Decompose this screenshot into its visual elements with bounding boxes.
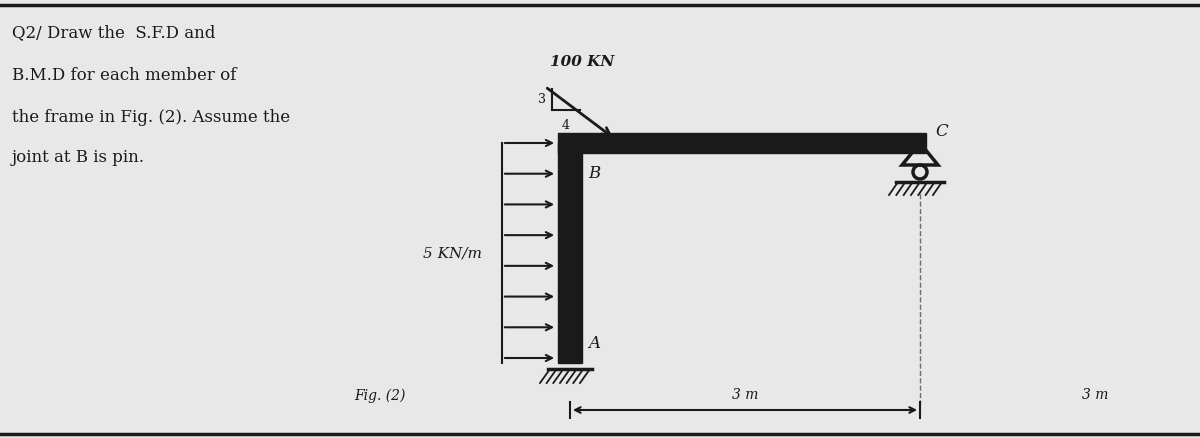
Text: 3 m: 3 m: [1082, 387, 1108, 401]
Text: A: A: [588, 335, 600, 352]
Text: Q2/ Draw the  S.F.D and: Q2/ Draw the S.F.D and: [12, 24, 215, 41]
Text: 100 KN: 100 KN: [550, 55, 614, 69]
Text: joint at B is pin.: joint at B is pin.: [12, 148, 145, 166]
Text: C: C: [935, 123, 948, 140]
Text: Fig. (2): Fig. (2): [354, 388, 406, 402]
Polygon shape: [558, 134, 926, 154]
Text: 3: 3: [538, 93, 546, 106]
Text: 4: 4: [562, 119, 570, 132]
Text: 3 m: 3 m: [732, 387, 758, 401]
Polygon shape: [558, 144, 582, 363]
Text: B.M.D for each member of: B.M.D for each member of: [12, 67, 236, 84]
Text: B: B: [588, 165, 600, 182]
Text: 5 KN/m: 5 KN/m: [422, 247, 481, 261]
Text: the frame in Fig. (2). Assume the: the frame in Fig. (2). Assume the: [12, 109, 290, 126]
